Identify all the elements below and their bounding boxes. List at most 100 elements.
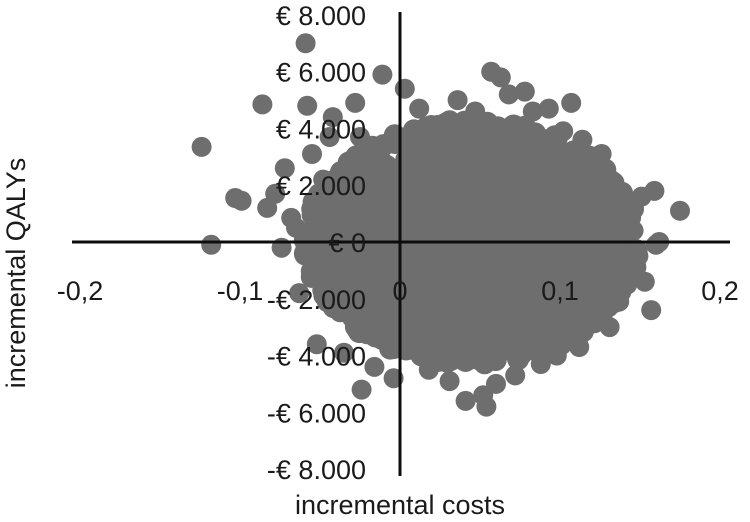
x-axis-label: incremental costs: [295, 490, 505, 520]
x-tick-label: -0,2: [57, 276, 104, 306]
x-tick-labels: -0,2 -0,1 0 0,1 0,2: [57, 276, 739, 306]
data-point: [306, 334, 327, 355]
data-point: [578, 314, 599, 335]
data-point: [274, 158, 295, 179]
data-point: [416, 140, 439, 163]
data-point: [498, 84, 519, 105]
data-point: [348, 317, 369, 338]
data-point: [409, 98, 430, 119]
y-tick-label: € 8.000: [276, 1, 366, 31]
data-point: [335, 265, 357, 288]
data-point: [201, 234, 222, 255]
data-point: [514, 211, 537, 234]
data-point: [386, 197, 407, 218]
data-point: [592, 215, 615, 238]
data-point: [634, 271, 655, 292]
y-tick-label: -€ 6.000: [267, 398, 366, 428]
data-point: [322, 107, 343, 128]
data-point: [623, 220, 644, 241]
data-point: [356, 189, 377, 210]
data-point: [522, 101, 543, 122]
data-point: [591, 144, 612, 164]
y-tick-label: € 2.000: [276, 171, 366, 201]
data-point: [498, 137, 521, 160]
data-point: [382, 254, 402, 275]
y-tick-label: -€ 8.000: [267, 455, 366, 485]
x-tick-label: 0,2: [701, 276, 739, 306]
data-point: [408, 214, 431, 237]
data-point: [531, 177, 554, 200]
data-point: [480, 166, 503, 189]
data-point: [553, 121, 574, 142]
y-tick-label: -€ 2.000: [267, 285, 366, 315]
data-point: [313, 284, 336, 307]
data-point: [540, 309, 563, 332]
x-tick-label: 0: [392, 276, 407, 306]
data-point: [375, 288, 396, 309]
data-point: [543, 216, 566, 239]
data-point: [378, 132, 399, 153]
data-point: [361, 274, 382, 295]
data-point: [472, 274, 495, 297]
data-point: [399, 339, 420, 360]
data-point: [329, 300, 350, 321]
data-point: [572, 129, 593, 150]
data-point: [289, 283, 310, 304]
y-tick-label: € 0: [328, 228, 366, 258]
data-point: [394, 78, 415, 99]
data-point: [476, 396, 497, 417]
data-point: [438, 326, 461, 349]
y-tick-label: € 4.000: [276, 114, 366, 144]
data-point: [507, 285, 530, 308]
data-point: [334, 342, 354, 363]
data-point: [319, 127, 340, 147]
y-axis-label: incremental QALYs: [1, 158, 31, 389]
data-point: [297, 95, 318, 116]
y-tick-labels: € 8.000 € 6.000 € 4.000 € 2.000 € 0 -€ 2.000 -…: [267, 1, 366, 485]
data-point: [392, 234, 415, 256]
data-point: [314, 251, 335, 272]
data-point: [501, 266, 524, 289]
data-point: [438, 251, 461, 274]
data-point: [418, 359, 439, 380]
data-point: [494, 204, 517, 227]
data-point: [628, 246, 649, 267]
data-point: [350, 127, 370, 147]
y-tick-label: € 6.000: [276, 58, 366, 88]
data-point: [403, 119, 425, 142]
x-tick-label: -0,1: [217, 276, 264, 306]
data-point: [553, 161, 576, 184]
data-point: [534, 138, 557, 161]
data-point: [510, 185, 533, 208]
data-point: [351, 379, 372, 400]
data-point: [560, 191, 583, 214]
data-point: [583, 181, 606, 204]
data-point: [641, 300, 662, 321]
data-point: [313, 169, 334, 190]
data-point: [286, 217, 306, 238]
data-point: [644, 180, 665, 201]
data-point: [609, 291, 630, 312]
data-point: [599, 317, 620, 338]
data-point: [490, 67, 511, 88]
data-point: [338, 152, 359, 173]
data-point: [302, 144, 322, 164]
data-point: [479, 298, 502, 320]
data-point: [411, 311, 434, 334]
data-point: [362, 300, 385, 323]
data-point: [439, 168, 462, 191]
data-point: [604, 172, 625, 193]
data-point: [432, 270, 455, 293]
data-point: [231, 190, 252, 211]
data-point: [513, 115, 536, 138]
data-point: [670, 200, 690, 221]
data-point: [455, 176, 478, 199]
y-tick-label: -€ 4.000: [267, 342, 366, 372]
data-point: [345, 92, 366, 113]
data-point: [569, 337, 590, 357]
data-point: [483, 255, 506, 278]
data-point: [612, 195, 633, 216]
data-point: [465, 347, 488, 370]
data-point: [364, 356, 385, 377]
